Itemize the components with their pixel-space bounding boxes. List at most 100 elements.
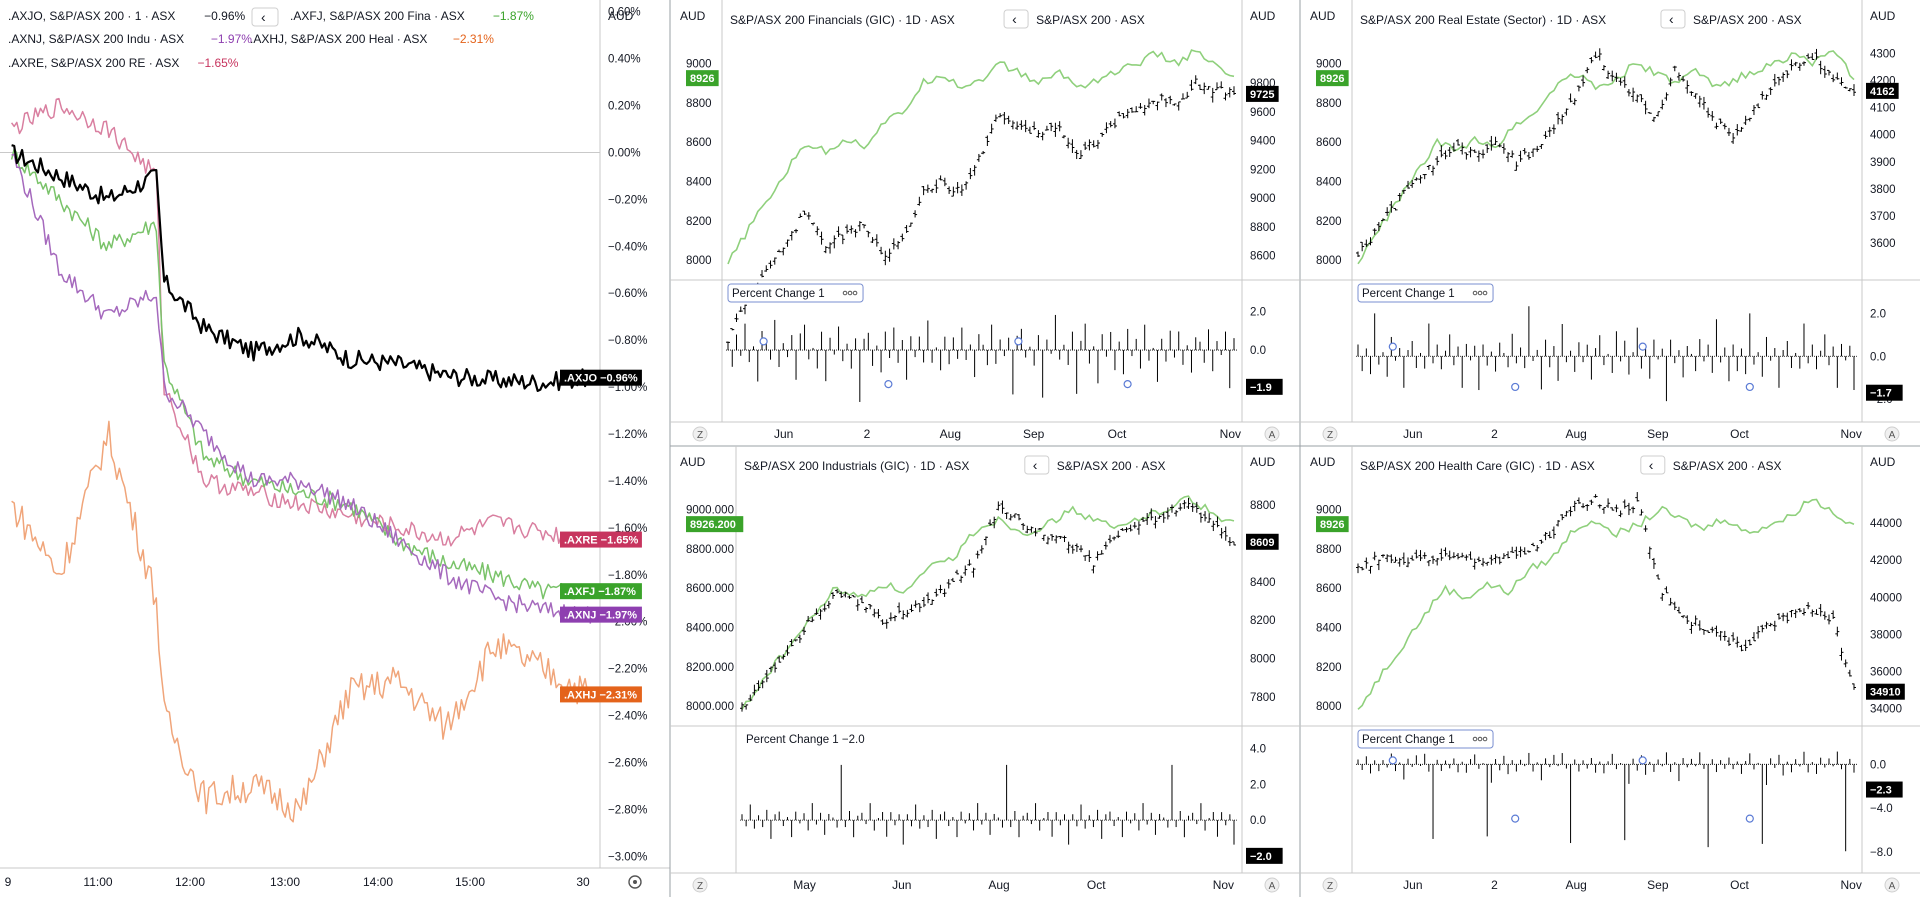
left-tick-label: 9000 bbox=[1316, 59, 1342, 71]
ohlc-bar bbox=[1768, 622, 1773, 627]
ohlc-bar bbox=[1468, 146, 1473, 158]
ohlc-bar bbox=[1643, 100, 1648, 115]
event-marker[interactable] bbox=[1388, 756, 1397, 765]
ohlc-bar bbox=[950, 577, 955, 582]
legend-entry-axnj[interactable]: .AXNJ, S&P/ASX 200 Indu · ASX −1.97% bbox=[8, 32, 252, 46]
event-marker[interactable] bbox=[884, 380, 893, 389]
legend-entry-axre[interactable]: .AXRE, S&P/ASX 200 RE · ASX −1.65% bbox=[8, 56, 239, 70]
ohlc-bar bbox=[1223, 92, 1228, 101]
series-line-axfj bbox=[10, 148, 591, 600]
right-tick-label: 40000 bbox=[1870, 592, 1902, 604]
zoom-button[interactable]: Z bbox=[1322, 426, 1338, 442]
event-marker[interactable] bbox=[1014, 337, 1023, 346]
auto-scale-icon: A bbox=[1269, 881, 1276, 892]
auto-scale-button[interactable]: A bbox=[1884, 877, 1900, 893]
end-badge-axhj: .AXHJ −2.31% bbox=[560, 686, 642, 703]
event-marker[interactable] bbox=[1511, 382, 1520, 392]
event-marker[interactable] bbox=[1638, 756, 1647, 765]
ohlc-bar bbox=[872, 608, 877, 618]
ohlc-bar bbox=[1008, 514, 1013, 521]
auto-scale-icon: A bbox=[1889, 430, 1896, 441]
zoom-button[interactable]: Z bbox=[692, 877, 708, 893]
event-marker[interactable] bbox=[1745, 814, 1754, 823]
ohlc-bar bbox=[1556, 112, 1561, 125]
event-marker[interactable] bbox=[1745, 382, 1754, 392]
ohlc-bar bbox=[1522, 148, 1527, 155]
ohlc-bar bbox=[781, 247, 786, 256]
ohlc-bar bbox=[798, 213, 803, 218]
x-tick-label: Aug bbox=[988, 878, 1009, 892]
ohlc-bar bbox=[859, 596, 864, 604]
intraday-comparison-chart[interactable]: .AXJO, S&P/ASX 200 · 1 · ASX −0.96% ‹ .AXFJ… bbox=[0, 0, 670, 897]
indicator-legend[interactable]: Percent Change 1 bbox=[1357, 729, 1494, 749]
industrials-chart-panel[interactable]: AUD AUD S&P/ASX 200 Industrials (GIC) · 1D… bbox=[670, 446, 1300, 893]
event-marker[interactable] bbox=[1638, 342, 1647, 351]
ohlc-bar bbox=[1814, 48, 1819, 60]
ohlc-bar bbox=[1826, 69, 1831, 76]
event-marker[interactable] bbox=[1123, 380, 1132, 389]
compare-collapse-button[interactable]: ‹ bbox=[1024, 455, 1050, 475]
ohlc-bar bbox=[777, 249, 782, 253]
ohlc-bar bbox=[1460, 142, 1465, 155]
financials-chart-panel[interactable]: AUD AUD S&P/ASX 200 Financials (GIC) · 1D … bbox=[670, 0, 1300, 442]
indicator-legend[interactable]: Percent Change 1 bbox=[1357, 283, 1494, 303]
ohlc-bar bbox=[1372, 551, 1377, 561]
ohlc-bar bbox=[1447, 147, 1452, 157]
ohlc-bar bbox=[1785, 612, 1790, 624]
ohlc-bar bbox=[1207, 513, 1212, 523]
ohlc-bar bbox=[1560, 114, 1565, 125]
collapse-legend-button[interactable]: ‹ bbox=[251, 7, 279, 27]
ohlc-bar bbox=[1451, 142, 1456, 152]
ohlc-bar bbox=[1393, 208, 1398, 211]
ohlc-bar bbox=[1781, 72, 1786, 82]
ohlc-bar bbox=[1180, 93, 1185, 100]
ohlc-bar bbox=[1518, 150, 1523, 162]
ohlc-bar bbox=[1100, 132, 1105, 137]
x-tick-label: 12:00 bbox=[175, 875, 205, 889]
legend-entry-axfj[interactable]: .AXFJ, S&P/ASX 200 Fina · ASX −1.87% bbox=[290, 9, 534, 23]
ohlc-bar bbox=[1041, 534, 1046, 541]
ohlc-bar bbox=[913, 600, 918, 608]
ohlc-bar bbox=[1194, 501, 1199, 513]
auto-scale-button[interactable]: A bbox=[1264, 877, 1280, 893]
event-marker[interactable] bbox=[759, 337, 768, 346]
compare-price-badge: 8926 bbox=[1316, 70, 1349, 87]
ohlc-bar bbox=[888, 612, 893, 622]
zoom-button[interactable]: Z bbox=[692, 426, 708, 442]
indicator-tick-label: −4.0 bbox=[1870, 803, 1893, 815]
compare-collapse-button[interactable]: ‹ bbox=[1660, 9, 1686, 29]
zoom-button[interactable]: Z bbox=[1322, 877, 1338, 893]
settings-button[interactable] bbox=[628, 875, 642, 889]
currency-label-right: AUD bbox=[1250, 9, 1276, 23]
healthcare-chart-panel[interactable]: AUD AUD S&P/ASX 200 Health Care (GIC) · 1D… bbox=[1300, 446, 1920, 893]
indicator-value-badge: −2.3 bbox=[1866, 781, 1903, 798]
indicator-bars bbox=[1356, 751, 1858, 852]
ohlc-bar bbox=[917, 603, 922, 613]
y-tick-label: 0.60% bbox=[608, 7, 641, 19]
event-marker[interactable] bbox=[1388, 342, 1397, 351]
ohlc-bar bbox=[1000, 500, 1005, 514]
indicator-legend[interactable]: Percent Change 1 −2.0 bbox=[746, 734, 865, 746]
legend-entry-axjo[interactable]: .AXJO, S&P/ASX 200 · 1 · ASX −0.96% bbox=[8, 9, 246, 23]
compare-collapse-button[interactable]: ‹ bbox=[1640, 455, 1666, 475]
ohlc-bar bbox=[1551, 526, 1556, 539]
ohlc-bar bbox=[1760, 91, 1765, 100]
realestate-chart-panel[interactable]: AUD AUD S&P/ASX 200 Real Estate (Sector) ·… bbox=[1300, 0, 1920, 442]
ohlc-bar bbox=[1422, 174, 1427, 180]
ohlc-bar bbox=[1481, 557, 1486, 567]
ohlc-bar bbox=[1751, 105, 1756, 116]
auto-scale-button[interactable]: A bbox=[1884, 426, 1900, 442]
legend-entry-axhj[interactable]: .AXHJ, S&P/ASX 200 Heal · ASX −2.31% bbox=[250, 32, 494, 46]
compare-collapse-button[interactable]: ‹ bbox=[1003, 9, 1029, 29]
ohlc-bar bbox=[959, 575, 964, 583]
x-tick-label: 11:00 bbox=[83, 875, 112, 889]
auto-scale-button[interactable]: A bbox=[1264, 426, 1280, 442]
ohlc-bar bbox=[1070, 139, 1075, 153]
right-tick-label: 36000 bbox=[1870, 666, 1902, 678]
ohlc-bar bbox=[1099, 550, 1104, 555]
indicator-legend[interactable]: Percent Change 1 bbox=[727, 283, 864, 303]
ohlc-bar bbox=[1120, 528, 1125, 531]
ohlc-bar bbox=[1693, 615, 1698, 626]
ohlc-bar bbox=[951, 186, 956, 197]
event-marker[interactable] bbox=[1511, 814, 1520, 823]
